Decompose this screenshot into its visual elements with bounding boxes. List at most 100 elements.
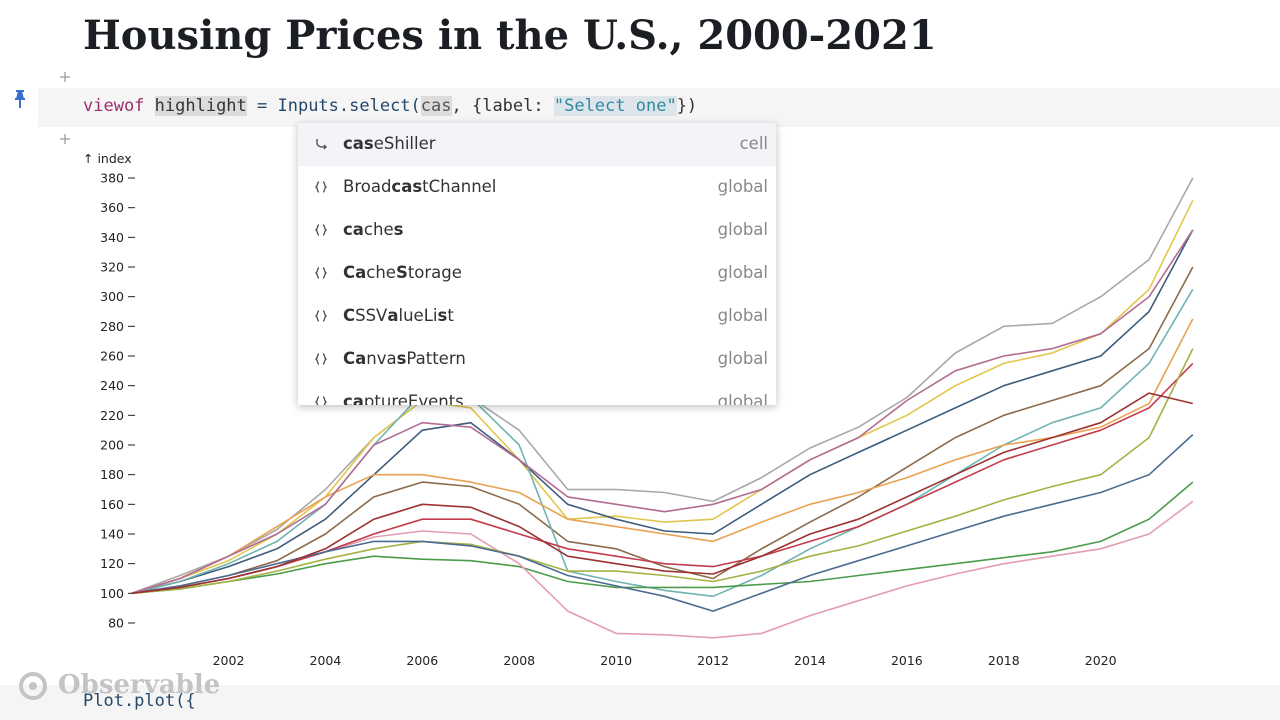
y-tick-label: 240: [100, 378, 124, 393]
next-code[interactable]: Plot.plot({: [83, 691, 196, 711]
code-token: viewof: [83, 96, 155, 116]
name-part: Pattern: [406, 349, 466, 368]
code-token: = Inputs.select(: [246, 96, 421, 116]
suggestion-kind: global: [717, 349, 768, 368]
add-cell-icon[interactable]: [60, 72, 70, 144]
suggestion[interactable]: caches global: [298, 209, 776, 252]
suggestion-icon: [315, 310, 327, 322]
suggestion[interactable]: CanvasPattern global: [298, 338, 776, 381]
x-tick-label: 2010: [600, 653, 632, 668]
y-tick-label: 260: [100, 349, 124, 364]
code-token: }): [676, 96, 698, 116]
name-part: Ca: [343, 349, 367, 368]
suggestion-kind: global: [717, 263, 768, 282]
cell-gutter: [15, 72, 70, 144]
y-tick-label: 80: [108, 615, 124, 630]
suggestion[interactable]: BroadcastChannel global: [298, 166, 776, 209]
autocomplete: caseShiller cell BroadcastChannel global cac…: [298, 123, 776, 405]
suggestion-kind: global: [717, 220, 768, 239]
name-part: ptureEvents: [363, 392, 464, 405]
name-part: SSV: [355, 306, 388, 325]
suggestion[interactable]: CSSValueList global: [298, 295, 776, 338]
suggestion-name: caseShiller: [343, 134, 436, 153]
page-title: Housing Prices in the U.S., 2000-2021: [83, 12, 937, 59]
series-line: [131, 266, 1194, 595]
y-tick-label: 160: [100, 497, 124, 512]
code-token: cas: [420, 96, 452, 116]
y-tick-label: 300: [100, 289, 124, 304]
icon-shape: [316, 139, 327, 150]
series-line: [131, 199, 1194, 595]
name-part: s: [437, 306, 448, 325]
name-part: t: [447, 306, 454, 325]
series-line: [131, 392, 1193, 595]
x-tick-label: 2018: [988, 653, 1020, 668]
name-part: a: [387, 306, 399, 325]
suggestion[interactable]: CacheStorage global: [298, 252, 776, 295]
icon-shape: [315, 181, 327, 193]
x-tick-label: 2006: [406, 653, 438, 668]
y-tick-label: 180: [100, 467, 124, 482]
name-part: C: [343, 306, 356, 325]
suggestion[interactable]: caseShiller cell: [298, 123, 776, 166]
y-tick-label: 220: [100, 408, 124, 423]
name-part: tChannel: [422, 177, 497, 196]
y-tick-label: 360: [100, 200, 124, 215]
y-tick-label: 120: [100, 556, 124, 571]
series-line: [131, 481, 1194, 595]
name-part: cas: [391, 177, 423, 196]
x-tick-label: 2002: [213, 653, 245, 668]
series-line: [131, 177, 1194, 595]
name-part: Ca: [343, 263, 367, 282]
name-part: che: [366, 263, 396, 282]
name-part: ca: [343, 220, 364, 239]
series-line: [131, 318, 1194, 595]
icon-shape: [315, 310, 327, 322]
suggestion-name: BroadcastChannel: [343, 177, 496, 196]
next-cell[interactable]: [0, 685, 1280, 720]
y-axis-label: ↑ index: [83, 151, 132, 166]
name-part: S: [395, 263, 408, 282]
series-line: [131, 434, 1194, 612]
suggestion-icon: [315, 396, 327, 405]
suggestion-icon: [315, 181, 327, 193]
icon-shape: [315, 224, 327, 236]
name-part: cas: [343, 134, 374, 153]
suggestion-name: caches: [343, 220, 403, 239]
x-tick-label: 2012: [697, 653, 729, 668]
x-tick-label: 2004: [310, 653, 342, 668]
y-tick-label: 100: [100, 586, 124, 601]
brand: Observable: [58, 670, 221, 700]
series-line: [131, 362, 1194, 595]
pin-icon[interactable]: [15, 90, 25, 108]
name-part: torage: [407, 263, 462, 282]
suggestion-icon: [315, 353, 327, 365]
y-tick-label: 320: [100, 260, 124, 275]
suggestion-kind: global: [717, 392, 768, 405]
name-part: ca: [343, 392, 364, 405]
code-token: , {label:: [451, 96, 554, 116]
suggestion-icon: [315, 224, 327, 236]
name-part: eShiller: [373, 134, 436, 153]
suggestion-icon: [316, 139, 327, 150]
x-tick-label: 2020: [1085, 653, 1117, 668]
y-tick-label: 280: [100, 319, 124, 334]
suggestion-kind: global: [717, 177, 768, 196]
name-part: lueLi: [398, 306, 438, 325]
y-tick-label: 200: [100, 437, 124, 452]
y-tick-label: 140: [100, 526, 124, 541]
y-tick-label: 380: [100, 171, 124, 186]
suggestion-kind: global: [717, 306, 768, 325]
name-part: nva: [366, 349, 397, 368]
suggestion-name: CSSValueList: [343, 306, 454, 325]
x-tick-label: 2008: [503, 653, 535, 668]
suggestion[interactable]: captureEvents global: [298, 381, 776, 405]
series-line: [131, 288, 1194, 598]
suggestion-name: captureEvents: [343, 392, 464, 405]
x-tick-label: 2014: [794, 653, 826, 668]
icon-shape: [315, 353, 327, 365]
code-line[interactable]: viewof highlight = Inputs.select(cas, {l…: [83, 96, 697, 116]
suggestion-icon: [315, 267, 327, 279]
